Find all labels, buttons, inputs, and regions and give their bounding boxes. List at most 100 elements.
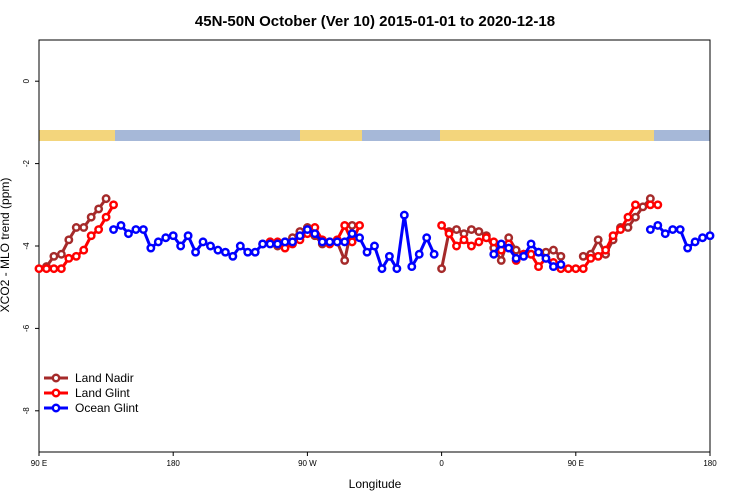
data-point (317, 237, 327, 247)
data-point (616, 225, 625, 234)
data-point (429, 249, 439, 259)
data-point (138, 225, 148, 234)
x-tick-label: 180 (167, 459, 181, 468)
data-point (630, 212, 640, 222)
y-axis-label: XCO2 - MLO trend (ppm) (0, 178, 12, 313)
data-point (101, 194, 111, 204)
data-point (407, 262, 417, 272)
land-ocean-strip (39, 130, 710, 141)
y-tick-label: -2 (22, 159, 31, 167)
data-point (288, 237, 297, 247)
data-point (578, 251, 588, 261)
data-point (586, 253, 596, 263)
data-point (489, 249, 499, 259)
data-point (49, 264, 59, 274)
y-tick-label: -8 (22, 407, 31, 415)
data-point (384, 251, 394, 261)
legend-marker (51, 403, 61, 413)
data-point (623, 212, 633, 222)
data-point (355, 233, 365, 243)
x-axis-label: Longitude (349, 477, 402, 491)
data-point (489, 237, 499, 247)
data-point (683, 243, 693, 253)
data-point (124, 229, 133, 239)
data-point (504, 243, 514, 253)
data-point (265, 239, 275, 249)
data-point (332, 237, 342, 247)
data-point (243, 247, 253, 257)
data-point (56, 249, 66, 259)
data-point (109, 200, 119, 210)
data-point (437, 220, 447, 230)
y-tick-label: -4 (22, 242, 31, 250)
data-point (630, 200, 640, 210)
legend-label: Land Nadir (75, 371, 134, 385)
data-point (295, 231, 305, 241)
data-point (645, 200, 655, 210)
data-point (273, 239, 283, 249)
x-tick-label: 180 (703, 459, 717, 468)
data-point (548, 262, 558, 272)
data-point (474, 237, 484, 247)
data-point (623, 223, 633, 232)
data-point (250, 247, 260, 257)
data-point (153, 237, 163, 247)
data-point (325, 237, 335, 247)
data-point (452, 241, 461, 251)
data-point (34, 264, 44, 274)
data-point (526, 239, 536, 249)
data-point (340, 220, 350, 230)
data-point (347, 237, 357, 247)
y-tick-label: 0 (22, 78, 31, 83)
data-point (79, 223, 89, 232)
data-point (94, 225, 104, 234)
data-point (116, 220, 126, 230)
data-point (608, 231, 618, 241)
x-tick-label: 90 W (298, 459, 317, 468)
data-point (340, 255, 350, 265)
x-tick-label: 0 (439, 459, 444, 468)
data-point (653, 200, 663, 210)
data-point (660, 229, 670, 239)
data-point (519, 251, 529, 261)
legend-label: Land Glint (75, 386, 130, 400)
data-point (220, 247, 230, 257)
data-point (340, 237, 350, 247)
data-point (422, 233, 432, 243)
data-point (526, 249, 536, 259)
data-point (496, 239, 506, 249)
data-point (474, 227, 484, 237)
data-point (79, 245, 89, 255)
data-point (645, 225, 655, 234)
data-point (653, 220, 663, 230)
data-point (183, 231, 193, 241)
data-point (705, 231, 715, 241)
data-point (563, 264, 573, 274)
data-point (578, 264, 588, 274)
data-point (64, 235, 74, 245)
data-point (228, 251, 238, 261)
data-point (698, 233, 707, 243)
data-point (690, 237, 700, 247)
data-point (399, 210, 409, 220)
data-point (280, 237, 290, 247)
data-point (56, 264, 66, 274)
data-point (534, 247, 543, 257)
data-point (71, 223, 81, 232)
legend-marker (51, 373, 61, 383)
data-point (49, 251, 59, 261)
legend-label: Ocean Glint (75, 401, 139, 415)
data-point (302, 225, 312, 234)
data-point (593, 235, 603, 245)
legend-marker (51, 388, 61, 398)
data-point (206, 241, 215, 251)
data-point (42, 264, 51, 274)
data-point (548, 245, 558, 255)
data-point (146, 243, 156, 253)
data-point (131, 225, 141, 234)
data-point (481, 233, 491, 243)
data-point (191, 247, 201, 257)
data-point (571, 264, 581, 274)
data-point (86, 212, 96, 222)
data-point (601, 245, 611, 255)
